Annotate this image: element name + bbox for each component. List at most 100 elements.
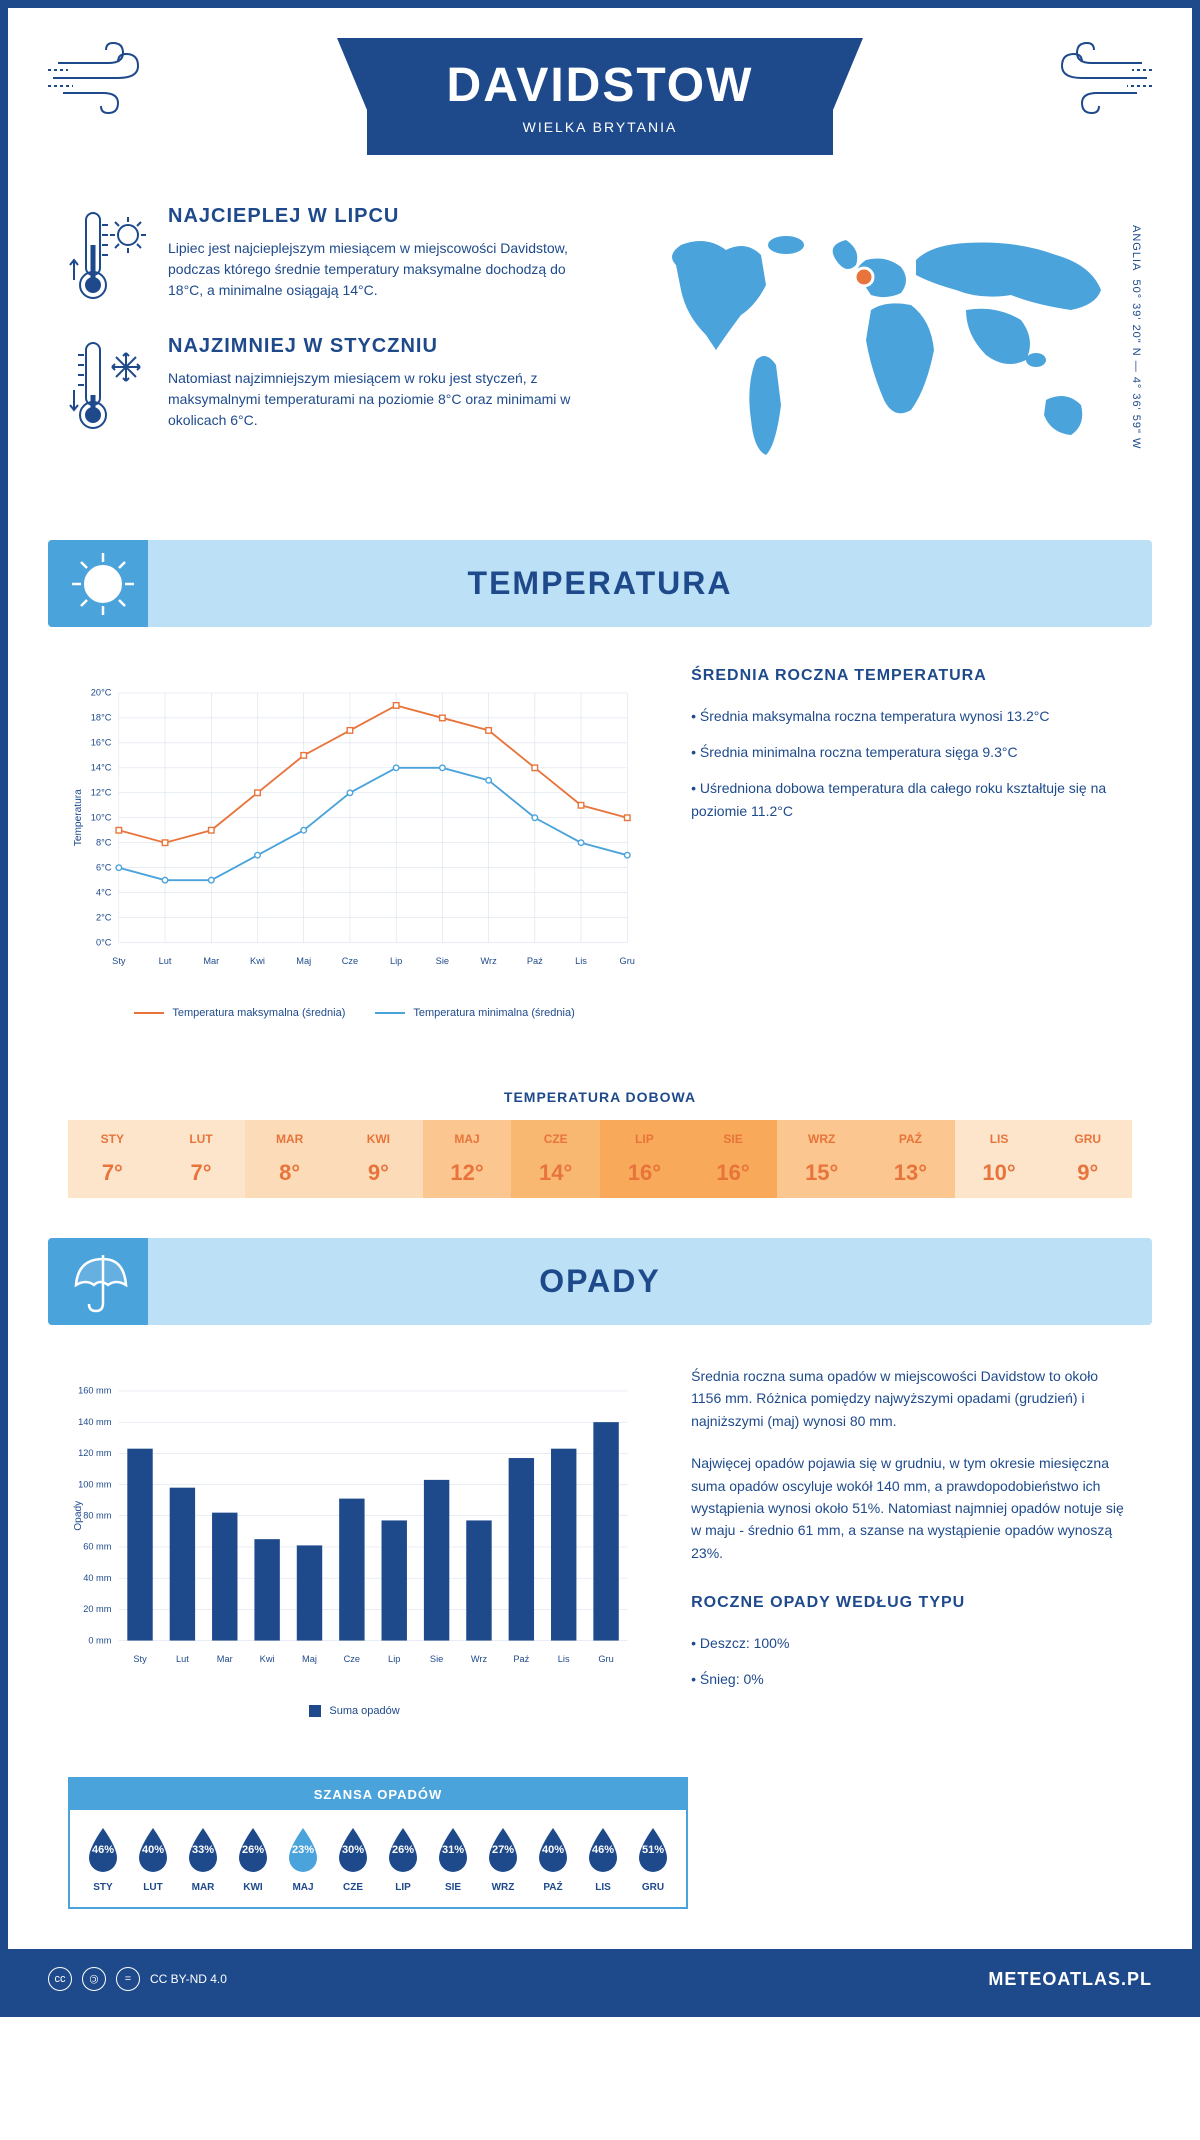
info-item: • Średnia maksymalna roczna temperatura … — [691, 705, 1132, 729]
svg-text:18°C: 18°C — [91, 713, 112, 723]
thermometer-cold-icon — [68, 335, 148, 435]
svg-text:8°C: 8°C — [96, 837, 112, 847]
svg-text:Paź: Paź — [527, 956, 543, 966]
precip-text: Najwięcej opadów pojawia się w grudniu, … — [691, 1452, 1132, 1564]
precipitation-bar-chart: 0 mm 20 mm 40 mm 60 mm 80 mm 100 mm 120 mm 140 … — [68, 1365, 641, 1685]
svg-text:Mar: Mar — [217, 1654, 233, 1664]
daily-temp-cell: WRZ15° — [777, 1120, 866, 1198]
chance-cell: 31%SIE — [428, 1824, 478, 1893]
daily-temp-cell: LUT7° — [157, 1120, 246, 1198]
svg-text:Lut: Lut — [159, 956, 172, 966]
svg-text:4°C: 4°C — [96, 887, 112, 897]
svg-text:Lip: Lip — [390, 956, 402, 966]
chance-cell: 27%WRZ — [478, 1824, 528, 1893]
wind-icon-right — [1032, 38, 1152, 118]
svg-text:Lis: Lis — [558, 1654, 570, 1664]
svg-text:Temperatura: Temperatura — [73, 789, 84, 846]
svg-text:Lut: Lut — [176, 1654, 189, 1664]
svg-text:16°C: 16°C — [91, 738, 112, 748]
chart-legend: Suma opadów — [68, 1705, 641, 1717]
svg-text:60 mm: 60 mm — [83, 1542, 112, 1552]
svg-text:Wrz: Wrz — [471, 1654, 488, 1664]
svg-text:120 mm: 120 mm — [78, 1448, 112, 1458]
chance-cell: 40%PAŹ — [528, 1824, 578, 1893]
svg-text:Kwi: Kwi — [250, 956, 265, 966]
svg-text:14°C: 14°C — [91, 763, 112, 773]
svg-text:Gru: Gru — [620, 956, 635, 966]
daily-temp-cell: MAR8° — [245, 1120, 334, 1198]
daily-temp-cell: GRU9° — [1043, 1120, 1132, 1198]
svg-text:Maj: Maj — [302, 1654, 317, 1664]
daily-temp-cell: SIE16° — [689, 1120, 778, 1198]
daily-temp-cell: CZE14° — [511, 1120, 600, 1198]
chance-cell: 23%MAJ — [278, 1824, 328, 1893]
umbrella-icon — [68, 1247, 138, 1317]
precip-type-title: ROCZNE OPADY WEDŁUG TYPU — [691, 1594, 1132, 1612]
header: DAVIDSTOW WIELKA BRYTANIA — [8, 8, 1192, 175]
svg-text:Kwi: Kwi — [260, 1654, 275, 1664]
cc-icon: cc — [48, 1967, 72, 1991]
info-item: • Uśredniona dobowa temperatura dla całe… — [691, 777, 1132, 825]
svg-text:160 mm: 160 mm — [78, 1386, 112, 1396]
svg-text:20°C: 20°C — [91, 688, 112, 698]
section-header-temperature: TEMPERATURA — [48, 540, 1152, 627]
svg-text:Wrz: Wrz — [480, 956, 497, 966]
location-marker — [855, 268, 873, 286]
page-subtitle: WIELKA BRYTANIA — [447, 119, 754, 135]
precipitation-chance-box: SZANSA OPADÓW 46%STY40%LUT33%MAR26%KWI23… — [68, 1777, 688, 1909]
svg-text:20 mm: 20 mm — [83, 1604, 112, 1614]
page-title: DAVIDSTOW — [447, 58, 754, 113]
svg-text:Paź: Paź — [513, 1654, 529, 1664]
svg-text:0°C: 0°C — [96, 937, 112, 947]
chance-title: SZANSA OPADÓW — [68, 1777, 688, 1810]
svg-text:100 mm: 100 mm — [78, 1479, 112, 1489]
fact-coldest: NAJZIMNIEJ W STYCZNIU Natomiast najzimni… — [68, 335, 580, 435]
daily-temp-title: TEMPERATURA DOBOWA — [8, 1089, 1192, 1105]
svg-text:140 mm: 140 mm — [78, 1417, 112, 1427]
fact-hottest: NAJCIEPLEJ W LIPCU Lipiec jest najcieple… — [68, 205, 580, 305]
svg-text:2°C: 2°C — [96, 912, 112, 922]
brand: METEOATLAS.PL — [988, 1969, 1152, 1990]
temperature-line-chart: 0°C2°C4°C6°C8°C10°C12°C14°C16°C18°C20°CS… — [68, 667, 641, 987]
svg-text:Sie: Sie — [436, 956, 449, 966]
svg-text:Sty: Sty — [133, 1654, 147, 1664]
info-title: ŚREDNIA ROCZNA TEMPERATURA — [691, 667, 1132, 685]
fact-title: NAJZIMNIEJ W STYCZNIU — [168, 335, 580, 358]
info-item: • Średnia minimalna roczna temperatura s… — [691, 741, 1132, 765]
daily-temp-cell: STY7° — [68, 1120, 157, 1198]
svg-text:Sty: Sty — [112, 956, 126, 966]
svg-text:Maj: Maj — [296, 956, 311, 966]
svg-text:Cze: Cze — [342, 956, 358, 966]
svg-text:Sie: Sie — [430, 1654, 443, 1664]
section-title: TEMPERATURA — [73, 565, 1127, 602]
footer: cc 🄯 = CC BY-ND 4.0 METEOATLAS.PL — [8, 1949, 1192, 2009]
fact-text: Lipiec jest najcieplejszym miesiącem w m… — [168, 238, 580, 301]
chance-cell: 40%LUT — [128, 1824, 178, 1893]
svg-text:10°C: 10°C — [91, 813, 112, 823]
thermometer-hot-icon — [68, 205, 148, 305]
svg-text:6°C: 6°C — [96, 862, 112, 872]
svg-text:Mar: Mar — [203, 956, 219, 966]
chance-cell: 33%MAR — [178, 1824, 228, 1893]
info-item: • Deszcz: 100% — [691, 1632, 1132, 1656]
fact-text: Natomiast najzimniejszym miesiącem w rok… — [168, 368, 580, 431]
svg-text:Opady: Opady — [73, 1500, 84, 1531]
chance-cell: 51%GRU — [628, 1824, 678, 1893]
chance-cell: 26%KWI — [228, 1824, 278, 1893]
chance-cell: 30%CZE — [328, 1824, 378, 1893]
coordinates: ANGLIA 50° 39' 20" N — 4° 36' 59" W — [1130, 225, 1142, 449]
license: cc 🄯 = CC BY-ND 4.0 — [48, 1967, 227, 1991]
daily-temp-cell: LIP16° — [600, 1120, 689, 1198]
section-title: OPADY — [73, 1263, 1127, 1300]
svg-text:0 mm: 0 mm — [88, 1635, 111, 1645]
svg-text:80 mm: 80 mm — [83, 1511, 112, 1521]
intro-section: NAJCIEPLEJ W LIPCU Lipiec jest najcieple… — [8, 175, 1192, 520]
daily-temp-cell: MAJ12° — [423, 1120, 512, 1198]
chance-cell: 46%STY — [78, 1824, 128, 1893]
daily-temp-cell: KWI9° — [334, 1120, 423, 1198]
wind-icon-left — [48, 38, 168, 118]
daily-temp-cell: LIS10° — [955, 1120, 1044, 1198]
svg-text:40 mm: 40 mm — [83, 1573, 112, 1583]
chance-cell: 26%LIP — [378, 1824, 428, 1893]
title-banner: DAVIDSTOW WIELKA BRYTANIA — [367, 38, 834, 155]
